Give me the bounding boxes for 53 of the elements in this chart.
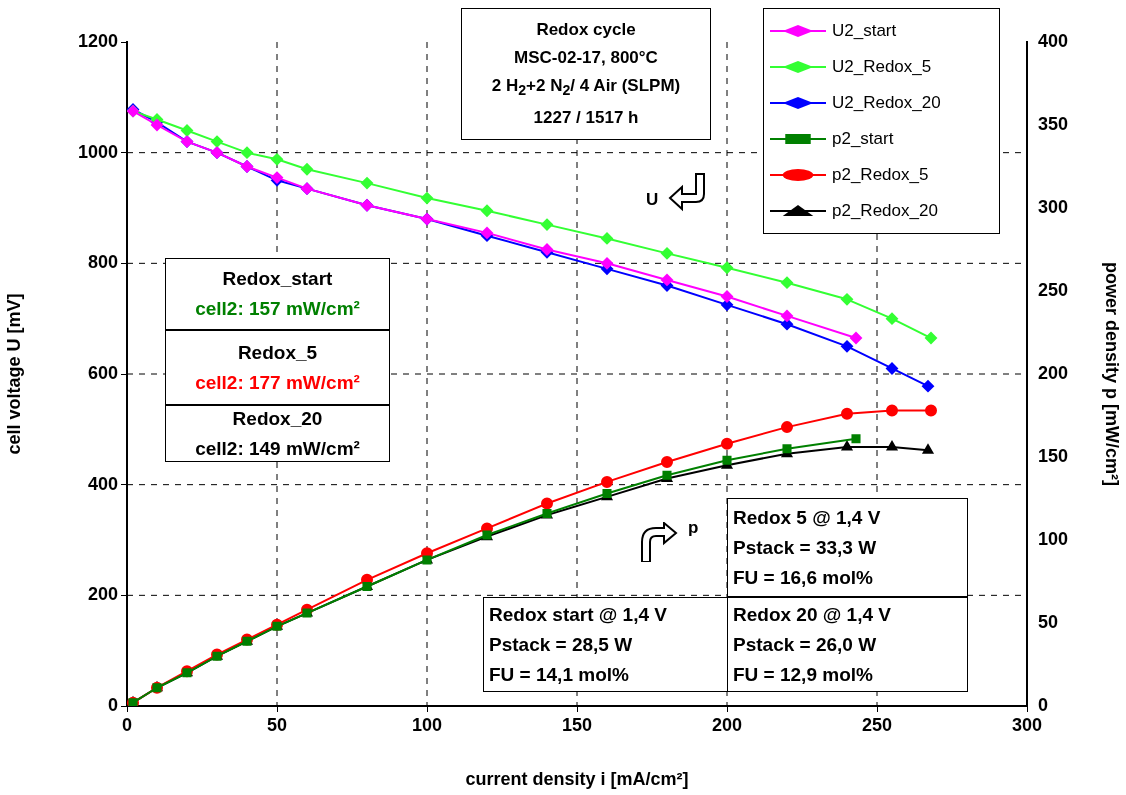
x-axis-title: current density i [mA/cm²] [465, 769, 689, 790]
legend-label: U2_start [832, 21, 897, 41]
annotation: MSC-02-17, 800°C [514, 46, 658, 69]
annotation: Pstack = 26,0 W [733, 632, 877, 657]
y-tick-label: 0 [107, 694, 118, 715]
annotation: Redox_20 [232, 406, 323, 431]
legend-label: p2_Redox_20 [832, 201, 938, 221]
annotation: U [646, 190, 659, 210]
y2-tick-label: 350 [1038, 113, 1069, 134]
y2-tick-label: 150 [1038, 445, 1069, 466]
annotation: Redox_start [222, 267, 333, 291]
annotation: Redox 5 @ 1,4 V [733, 505, 881, 530]
x-tick-label: 250 [861, 714, 893, 735]
x-tick-label: 0 [121, 714, 133, 735]
legend-label: p2_Redox_5 [832, 165, 929, 185]
y-tick-label: 600 [87, 362, 118, 383]
y-tick-label: 400 [87, 473, 118, 494]
annotation: FU = 16,6 mol% [733, 565, 873, 590]
annotation: Redox_5 [237, 340, 318, 365]
x-tick-label: 200 [711, 714, 743, 735]
y2-tick-label: 200 [1038, 362, 1069, 383]
annotation: cell2: 177 mW/cm² [195, 370, 360, 395]
y2-tick-label: 100 [1038, 528, 1069, 549]
y2-axis-title: power density p [mW/cm²] [1102, 261, 1123, 487]
y2-tick-label: 400 [1038, 30, 1069, 51]
annotation: FU = 12,9 mol% [733, 662, 873, 687]
y2-tick-label: 0 [1038, 694, 1049, 715]
annotation: p [688, 518, 699, 538]
x-tick-label: 100 [411, 714, 443, 735]
y2-tick-label: 300 [1038, 196, 1069, 217]
annotation: 1227 / 1517 h [533, 107, 639, 130]
x-tick-label: 300 [1011, 714, 1043, 735]
annotation: Pstack = 33,3 W [733, 535, 877, 560]
x-tick-label: 50 [266, 714, 288, 735]
annotation: cell2: 149 mW/cm² [195, 436, 360, 461]
y2-tick-label: 50 [1038, 611, 1059, 632]
y-axis-title: cell voltage U [mV] [3, 293, 24, 455]
annotation: FU = 14,1 mol% [489, 662, 629, 687]
annotation: Redox start @ 1,4 V [489, 602, 667, 627]
text: Redox cycle [536, 18, 636, 41]
y-tick-label: 200 [87, 584, 118, 605]
annotation: 2 H$_{2}$+2 N$_{2}$/ 4 Air (SLPM) [491, 74, 681, 101]
y2-tick-label: 250 [1038, 279, 1069, 300]
x-tick-label: 150 [561, 714, 593, 735]
legend-label: U2_Redox_5 [832, 57, 932, 77]
annotation: Redox 20 @ 1,4 V [733, 602, 891, 627]
legend-label: U2_Redox_20 [832, 93, 941, 113]
y-tick-label: 1200 [77, 30, 118, 51]
annotation: Pstack = 28,5 W [489, 632, 633, 657]
y-tick-label: 800 [87, 252, 118, 273]
legend-label: p2_start [832, 129, 894, 149]
y-tick-label: 1000 [77, 141, 118, 162]
annotation: cell2: 157 mW/cm² [195, 297, 360, 321]
